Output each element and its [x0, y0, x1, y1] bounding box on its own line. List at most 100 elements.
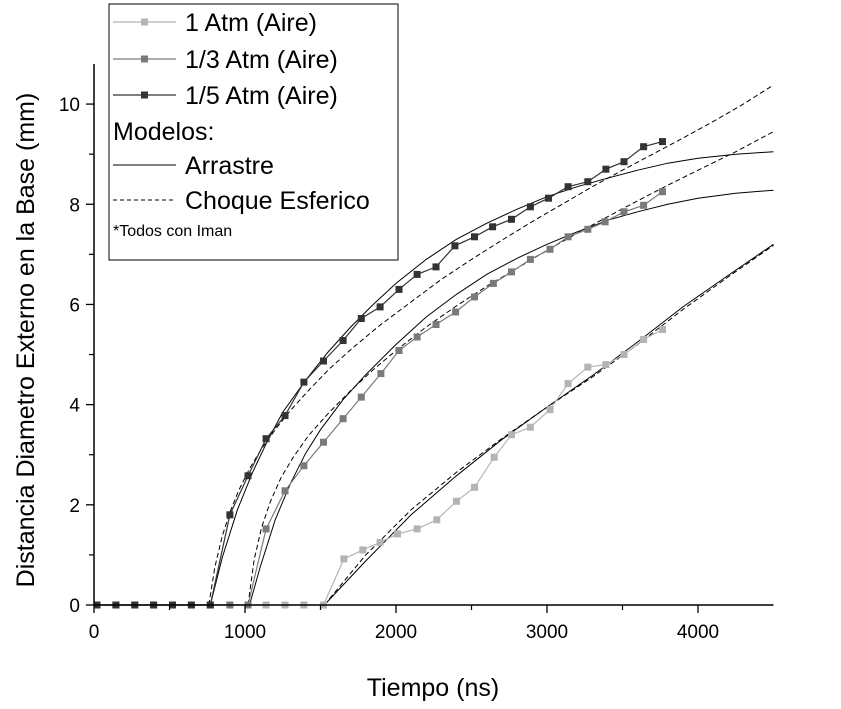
data-point — [659, 138, 666, 146]
y-tick-label: 8 — [69, 195, 80, 216]
data-point — [564, 380, 572, 388]
x-tick-label: 3000 — [526, 622, 568, 643]
data-point — [376, 538, 384, 546]
data-point — [262, 435, 270, 443]
data-point — [546, 406, 554, 414]
data-point — [526, 203, 534, 211]
legend-box — [108, 3, 399, 261]
y-tick-label: 10 — [59, 95, 80, 116]
data-point — [413, 333, 421, 341]
legend-entry-1-3atm: 1/3 Atm (Aire) — [113, 46, 338, 74]
data-point — [584, 225, 592, 233]
arrastre-curve — [209, 151, 774, 606]
data-point — [620, 208, 628, 216]
data-point — [489, 279, 497, 287]
legend-models-title: Modelos: — [113, 118, 214, 146]
data-point — [659, 188, 666, 196]
data-point — [300, 462, 308, 470]
legend-note: *Todos con Iman — [113, 223, 232, 240]
legend-label-1atm: 1 Atm (Aire) — [185, 9, 317, 37]
data-point — [281, 412, 289, 420]
data-point — [508, 431, 515, 439]
legend-label-1-3atm: 1/3 Atm (Aire) — [185, 46, 338, 74]
data-point — [564, 233, 572, 241]
data-point — [395, 285, 403, 293]
data-point — [471, 483, 478, 491]
arrastre-curve — [249, 189, 774, 606]
data-point — [508, 268, 515, 276]
data-point — [640, 201, 648, 209]
data-point — [244, 472, 252, 480]
data-point — [433, 516, 441, 524]
data-point — [584, 363, 592, 371]
data-point — [376, 303, 384, 311]
data-point — [602, 361, 610, 369]
legend: 1 Atm (Aire) 1/3 Atm (Aire) 1/5 Atm (Air… — [108, 3, 399, 261]
y-axis-title: Distancia Diametro Externo en la Base (m… — [12, 93, 40, 588]
data-point — [432, 263, 440, 271]
data-point — [281, 487, 289, 495]
data-point — [339, 415, 347, 423]
data-point — [395, 347, 403, 354]
data-point — [490, 453, 498, 461]
data-point — [377, 370, 385, 378]
data-point — [413, 270, 421, 278]
y-tick-label: 6 — [69, 295, 80, 316]
data-point — [413, 525, 421, 533]
data-point — [640, 143, 648, 151]
data-point — [545, 194, 552, 202]
data-point — [452, 497, 460, 505]
x-tick-label: 0 — [89, 622, 100, 643]
data-point — [262, 525, 270, 533]
legend-label-arrastre: Arrastre — [185, 152, 274, 180]
data-series — [93, 138, 666, 609]
data-point — [584, 178, 592, 186]
data-point — [300, 378, 308, 386]
data-point — [659, 326, 666, 333]
data-point — [359, 546, 367, 554]
data-point — [471, 233, 478, 241]
series-0 — [93, 326, 666, 609]
data-point — [357, 315, 365, 322]
data-point — [471, 293, 478, 301]
y-tick-label: 0 — [69, 596, 80, 617]
data-point — [394, 530, 401, 538]
data-point — [226, 511, 234, 519]
data-point — [526, 423, 534, 431]
y-tick-label: 4 — [69, 396, 80, 417]
choque-esferico-curve — [323, 244, 774, 606]
data-point — [640, 336, 648, 343]
arrastre-curve — [323, 243, 774, 606]
x-axis-title: Tiempo (ns) — [367, 674, 499, 702]
data-point — [451, 242, 459, 250]
data-point — [357, 393, 365, 401]
data-point — [526, 255, 534, 263]
data-point — [339, 337, 347, 344]
legend-entry-choque-esferico: Choque Esferico — [113, 187, 370, 215]
data-point — [320, 357, 327, 365]
data-point — [432, 321, 440, 328]
data-point — [508, 215, 515, 223]
x-tick-label: 1000 — [224, 622, 266, 643]
data-point — [320, 438, 327, 446]
legend-entry-1atm: 1 Atm (Aire) — [113, 9, 317, 37]
x-tick-label: 4000 — [677, 622, 719, 643]
data-point — [489, 223, 497, 231]
data-point — [564, 183, 572, 191]
choque-esferico-curve — [208, 84, 774, 606]
data-point — [601, 218, 609, 226]
legend-entry-1-5atm: 1/5 Atm (Aire) — [113, 82, 338, 110]
model-curves — [208, 84, 774, 606]
choque-esferico-curve — [247, 131, 774, 606]
data-point — [602, 165, 610, 173]
legend-label-choque-esferico: Choque Esferico — [185, 187, 370, 215]
data-point — [340, 555, 348, 563]
data-point — [546, 245, 554, 253]
data-point — [620, 158, 628, 166]
x-tick-label: 2000 — [375, 622, 417, 643]
legend-label-1-5atm: 1/5 Atm (Aire) — [185, 82, 338, 110]
legend-entry-arrastre: Arrastre — [113, 152, 274, 180]
data-point — [452, 308, 460, 316]
data-point — [620, 351, 628, 358]
